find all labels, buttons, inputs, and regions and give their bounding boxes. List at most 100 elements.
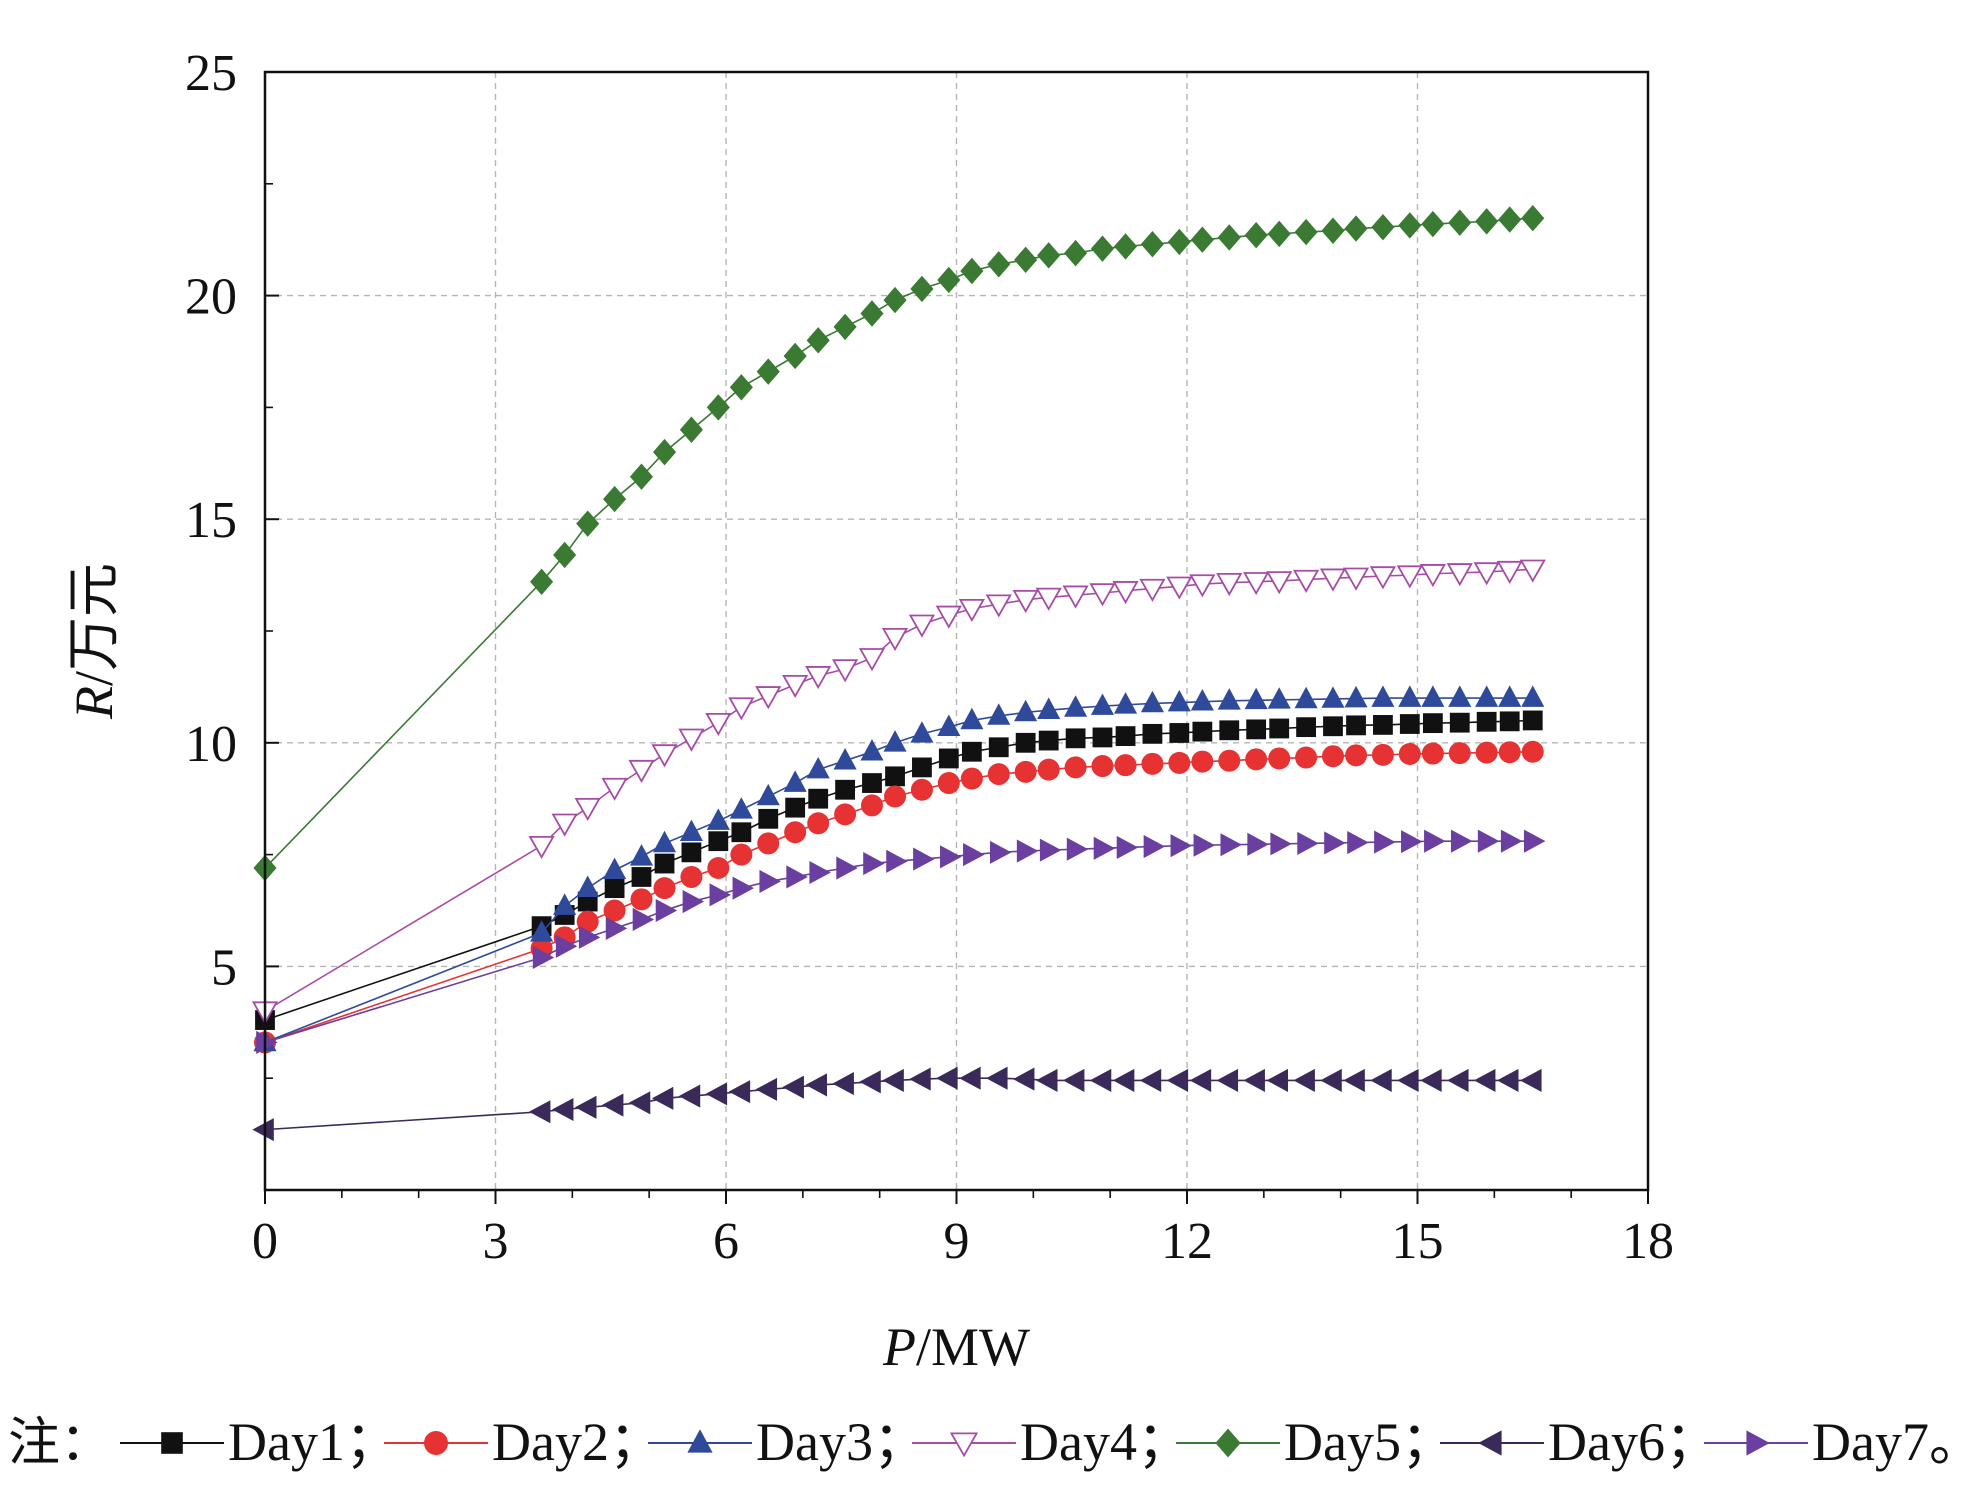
data-point-day4 xyxy=(601,777,628,801)
data-point-day2 xyxy=(807,812,830,835)
data-point-day6 xyxy=(651,1086,674,1110)
data-point-day3 xyxy=(987,703,1011,725)
data-point-day6 xyxy=(1447,1068,1469,1092)
data-point-day4 xyxy=(574,797,601,822)
data-point-day6 xyxy=(1320,1068,1342,1092)
data-point-day7 xyxy=(809,860,831,885)
data-point-day2 xyxy=(730,843,753,866)
data-point-day3 xyxy=(553,893,577,915)
data-point-day1 xyxy=(835,779,855,800)
data-point-day1 xyxy=(1449,712,1470,733)
y-tick-label: 10 xyxy=(185,716,237,773)
data-point-day5 xyxy=(1037,242,1061,269)
data-point-day6 xyxy=(805,1073,827,1097)
data-point-day6 xyxy=(909,1067,931,1091)
data-point-day5 xyxy=(937,266,961,294)
y-tick-label: 15 xyxy=(185,492,237,549)
data-point-day6 xyxy=(1474,1068,1496,1092)
x-tick-label: 0 xyxy=(252,1213,278,1270)
data-point-day4 xyxy=(1243,572,1270,596)
data-point-day1 xyxy=(758,808,779,829)
series-line-day7 xyxy=(264,840,1533,1044)
data-point-day4 xyxy=(782,674,809,699)
data-point-day2 xyxy=(860,794,883,817)
data-point-day2 xyxy=(1498,741,1521,764)
data-point-day2 xyxy=(910,778,933,801)
data-point-day2 xyxy=(1168,751,1191,774)
data-point-day6 xyxy=(1266,1068,1288,1092)
x-tick-label: 3 xyxy=(483,1213,509,1270)
data-point-day3 xyxy=(1498,685,1522,707)
data-point-day3 xyxy=(1475,685,1499,707)
data-point-day5 xyxy=(1267,220,1291,248)
data-point-day4 xyxy=(1419,564,1446,588)
data-point-day6 xyxy=(832,1072,854,1096)
legend-prefix: 注： xyxy=(8,1415,112,1472)
data-point-day7 xyxy=(1477,829,1500,853)
data-point-day5 xyxy=(706,394,730,421)
data-point-day3 xyxy=(1244,687,1268,710)
data-point-day4 xyxy=(1166,576,1193,600)
data-point-day5 xyxy=(883,286,907,314)
data-point-day2 xyxy=(960,767,983,790)
data-point-day3 xyxy=(1448,685,1472,707)
data-point-day4 xyxy=(1342,567,1370,591)
data-point-day4 xyxy=(1473,562,1500,586)
data-point-day7 xyxy=(1270,832,1292,856)
grid-lines xyxy=(265,72,1648,1190)
data-point-day1 xyxy=(731,822,752,843)
data-point-day2 xyxy=(1064,756,1087,779)
data-point-day1 xyxy=(1115,726,1136,746)
data-point-day2 xyxy=(707,857,730,880)
data-point-day2 xyxy=(757,832,780,855)
data-point-day4 xyxy=(881,628,909,652)
data-point-day6 xyxy=(528,1100,551,1124)
data-point-day1 xyxy=(604,878,625,899)
data-point-day6 xyxy=(1062,1068,1085,1092)
legend: 注： Day1； Day2； Day3； Day4； Day5； Day6； Day7。 xyxy=(8,1412,1965,1472)
data-point-day2 xyxy=(1014,760,1037,783)
data-point-day7 xyxy=(786,865,808,889)
data-point-day7 xyxy=(709,883,731,907)
data-point-day7 xyxy=(1450,829,1473,853)
data-point-day2 xyxy=(784,821,807,844)
data-point-day1 xyxy=(988,737,1009,758)
data-point-day2 xyxy=(680,865,703,888)
data-point-day4 xyxy=(958,598,985,623)
data-point-day2 xyxy=(1245,748,1268,771)
data-point-day7 xyxy=(1220,833,1242,857)
data-point-day4 xyxy=(755,686,782,710)
data-point-day7 xyxy=(632,907,655,931)
data-point-day7 xyxy=(1347,830,1369,855)
data-point-day5 xyxy=(576,510,600,537)
x-tick-label: 15 xyxy=(1392,1213,1444,1270)
legend-label-day4: Day4； xyxy=(1020,1412,1191,1472)
data-point-day2 xyxy=(603,899,626,922)
data-point-day2 xyxy=(1521,740,1544,763)
data-point-day1 xyxy=(1522,710,1543,731)
y-axis-label: R/万元 xyxy=(64,563,124,720)
legend-item-day1: Day1； xyxy=(120,1412,399,1472)
data-point-day3 xyxy=(679,819,703,842)
data-point-day6 xyxy=(1243,1068,1265,1092)
data-point-day2 xyxy=(1091,755,1114,778)
data-point-day6 xyxy=(1189,1068,1212,1092)
data-point-day5 xyxy=(629,463,654,490)
data-point-day1 xyxy=(1296,717,1316,738)
data-point-day4 xyxy=(1189,574,1216,598)
data-point-day5 xyxy=(1344,215,1368,242)
axis-ticks: 0 3 6 9 12 15 18 5 10 15 20 25 xyxy=(185,45,1674,1270)
data-point-day6 xyxy=(882,1068,904,1092)
data-point-day6 xyxy=(1166,1068,1189,1092)
axis-labels: P/MW R/万元 xyxy=(64,563,1030,1377)
data-point-day3 xyxy=(1421,685,1445,707)
legend-label-day1: Day1； xyxy=(228,1412,399,1472)
legend-marker-day4 xyxy=(949,1432,979,1458)
data-point-day3 xyxy=(1521,685,1545,707)
data-point-day2 xyxy=(937,772,960,795)
data-point-day3 xyxy=(603,857,627,880)
data-point-day4 xyxy=(1446,563,1473,587)
data-point-day1 xyxy=(631,867,652,887)
data-point-day3 xyxy=(530,920,554,942)
data-point-day7 xyxy=(963,843,985,867)
